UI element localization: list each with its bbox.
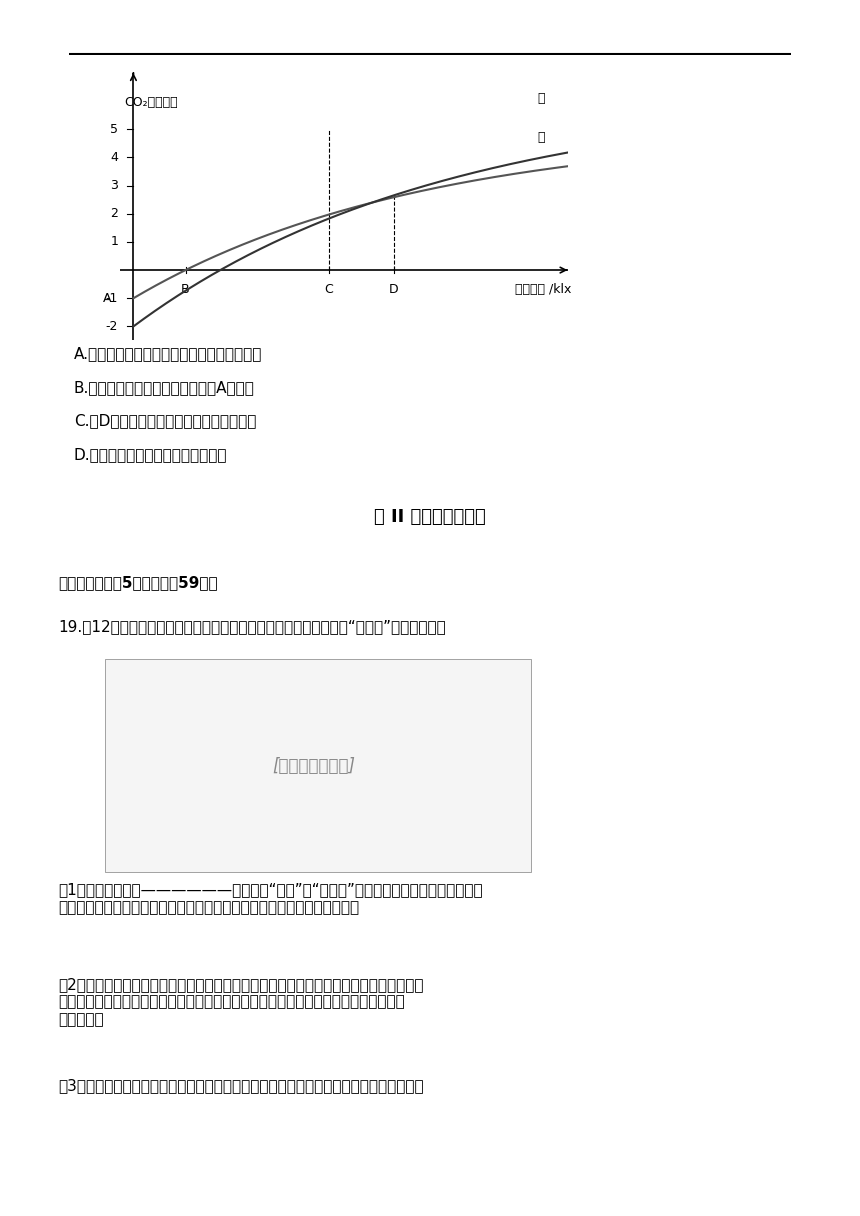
Text: C: C bbox=[324, 283, 333, 295]
Text: D: D bbox=[389, 283, 399, 295]
Text: 光照强度 /klx: 光照强度 /klx bbox=[515, 283, 572, 297]
Text: B.　乙植物呼吸强度发生变化后，A点不变: B. 乙植物呼吸强度发生变化后，A点不变 bbox=[74, 379, 255, 395]
Text: [细胞结构模式图]: [细胞结构模式图] bbox=[273, 756, 355, 775]
Text: （3）通常，细胞的功能与其形态结构相统一，如植物的根尖细胞没有结构［　　］，不能: （3）通常，细胞的功能与其形态结构相统一，如植物的根尖细胞没有结构［ ］，不能 bbox=[58, 1079, 424, 1093]
Text: 1: 1 bbox=[110, 236, 118, 248]
Text: 乙: 乙 bbox=[538, 131, 544, 145]
Text: A: A bbox=[103, 292, 112, 305]
Text: 19.（12分）下图是生物细胞结构的模式图，据图回答下列问题（在“［　］”中填序号）。: 19.（12分）下图是生物细胞结构的模式图，据图回答下列问题（在“［ ］”中填序… bbox=[58, 619, 446, 634]
Text: 三、非选择题（5个小题，內59分）: 三、非选择题（5个小题，內59分） bbox=[58, 575, 218, 590]
Text: 第 II 卷（非选择题）: 第 II 卷（非选择题） bbox=[374, 507, 486, 525]
Text: A.　在黑暗环境中，甲植物的呼吸速率比乙大: A. 在黑暗环境中，甲植物的呼吸速率比乙大 bbox=[74, 347, 262, 361]
Text: （1）该图是细胞的——————　　（填“显微”或“亚显微”）结构模式图。图中的右半部分
表示的是植物细胞结构，判断依据是图中具有细胞器［　　］和［　　］。: （1）该图是细胞的—————— （填“显微”或“亚显微”）结构模式图。图中的右半… bbox=[58, 883, 483, 914]
Text: B: B bbox=[181, 283, 190, 295]
Text: D.　乙植物更适合在弱光条件下生长: D. 乙植物更适合在弱光条件下生长 bbox=[74, 447, 227, 462]
Text: （2）图中细胞器［　　］几乎存在于所有原核细胞和真核细胞中。图中的左、右两部分均
含有的且与能量转换相关的细胞器是［　　］，直接参与蛋白质加工和转运的细胞器是
: （2）图中细胞器［ ］几乎存在于所有原核细胞和真核细胞中。图中的左、右两部分均 … bbox=[58, 976, 424, 1026]
FancyBboxPatch shape bbox=[105, 659, 531, 872]
Text: CO₂吸收速率: CO₂吸收速率 bbox=[125, 96, 178, 109]
Text: -1: -1 bbox=[106, 292, 118, 305]
Text: 3: 3 bbox=[110, 179, 118, 192]
Text: 4: 4 bbox=[110, 151, 118, 164]
Text: 2: 2 bbox=[110, 207, 118, 220]
Text: -2: -2 bbox=[106, 320, 118, 333]
Text: 5: 5 bbox=[110, 123, 118, 136]
Text: 甲: 甲 bbox=[538, 91, 544, 105]
Text: C.　D点后，甲植物的光反应速率不再增大: C. D点后，甲植物的光反应速率不再增大 bbox=[74, 413, 256, 428]
